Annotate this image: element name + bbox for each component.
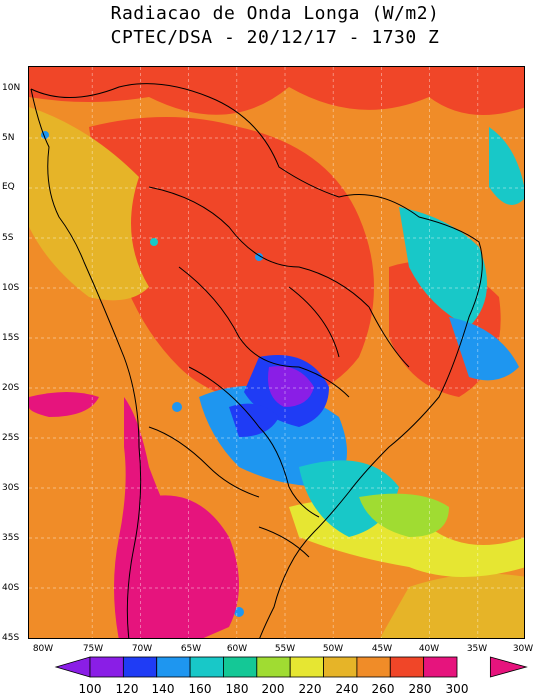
lat-tick-label: 5N bbox=[2, 133, 15, 143]
lon-tick-label: 45W bbox=[371, 644, 393, 654]
lat-tick-label: 15S bbox=[2, 333, 20, 343]
colorbar-label: 280 bbox=[408, 682, 432, 696]
lon-tick-label: 70W bbox=[131, 644, 153, 654]
colorbar-segment bbox=[323, 656, 358, 678]
olr-map bbox=[28, 66, 525, 639]
lat-tick-label: 40S bbox=[2, 583, 20, 593]
map-subtitle: CPTEC/DSA - 20/12/17 - 1730 Z bbox=[110, 27, 440, 48]
colorbar-segment bbox=[289, 656, 324, 678]
map-title: Radiacao de Onda Longa (W/m2) bbox=[110, 3, 440, 24]
colorbar-label: 180 bbox=[225, 682, 249, 696]
colorbar-arrow-low bbox=[54, 656, 91, 678]
colorbar-label: 260 bbox=[371, 682, 395, 696]
colorbar-label: 140 bbox=[151, 682, 175, 696]
olr-field bbox=[29, 67, 524, 638]
lon-tick-label: 75W bbox=[82, 644, 104, 654]
lat-tick-label: 5S bbox=[2, 233, 14, 243]
lat-tick-label: EQ bbox=[2, 182, 15, 192]
colorbar-label: 160 bbox=[188, 682, 212, 696]
colorbar bbox=[54, 656, 528, 678]
colorbar-label: 300 bbox=[445, 682, 469, 696]
lat-tick-label: 25S bbox=[2, 433, 20, 443]
colorbar-segment bbox=[122, 656, 158, 678]
colorbar-segment bbox=[389, 656, 425, 678]
colorbar-arrow-high bbox=[489, 656, 528, 678]
colorbar-label: 240 bbox=[335, 682, 359, 696]
colorbar-segment bbox=[356, 656, 391, 678]
lat-tick-label: 30S bbox=[2, 483, 20, 493]
lat-tick-label: 45S bbox=[2, 633, 20, 643]
colorbar-segment bbox=[223, 656, 258, 678]
colorbar-segment bbox=[156, 656, 191, 678]
lon-tick-label: 55W bbox=[274, 644, 296, 654]
lon-tick-label: 50W bbox=[322, 644, 344, 654]
lat-tick-label: 10S bbox=[2, 283, 20, 293]
colorbar-label: 100 bbox=[78, 682, 102, 696]
lon-tick-label: 30W bbox=[512, 644, 534, 654]
colorbar-label: 220 bbox=[298, 682, 322, 696]
lat-tick-label: 35S bbox=[2, 533, 20, 543]
lat-tick-label: 10N bbox=[2, 83, 21, 93]
lon-tick-label: 40W bbox=[418, 644, 440, 654]
lon-tick-label: 60W bbox=[226, 644, 248, 654]
colorbar-label: 120 bbox=[115, 682, 139, 696]
lon-tick-label: 80W bbox=[32, 644, 54, 654]
colorbar-segment bbox=[256, 656, 291, 678]
lon-tick-label: 35W bbox=[466, 644, 488, 654]
lat-tick-label: 20S bbox=[2, 383, 20, 393]
colorbar-segment bbox=[89, 656, 124, 678]
colorbar-label: 200 bbox=[261, 682, 285, 696]
colorbar-segment bbox=[189, 656, 224, 678]
colorbar-segment bbox=[423, 656, 458, 678]
lon-tick-label: 65W bbox=[180, 644, 202, 654]
